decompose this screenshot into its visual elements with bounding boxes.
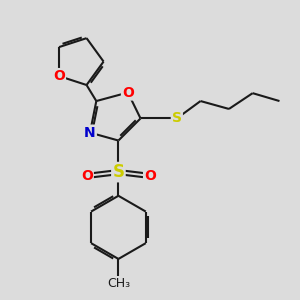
Text: O: O <box>122 85 134 100</box>
Text: CH₃: CH₃ <box>107 277 130 290</box>
Text: N: N <box>84 126 96 140</box>
Text: O: O <box>53 69 65 83</box>
Text: S: S <box>172 111 182 125</box>
Text: S: S <box>112 163 124 181</box>
Text: O: O <box>81 169 93 183</box>
Text: O: O <box>144 169 156 183</box>
